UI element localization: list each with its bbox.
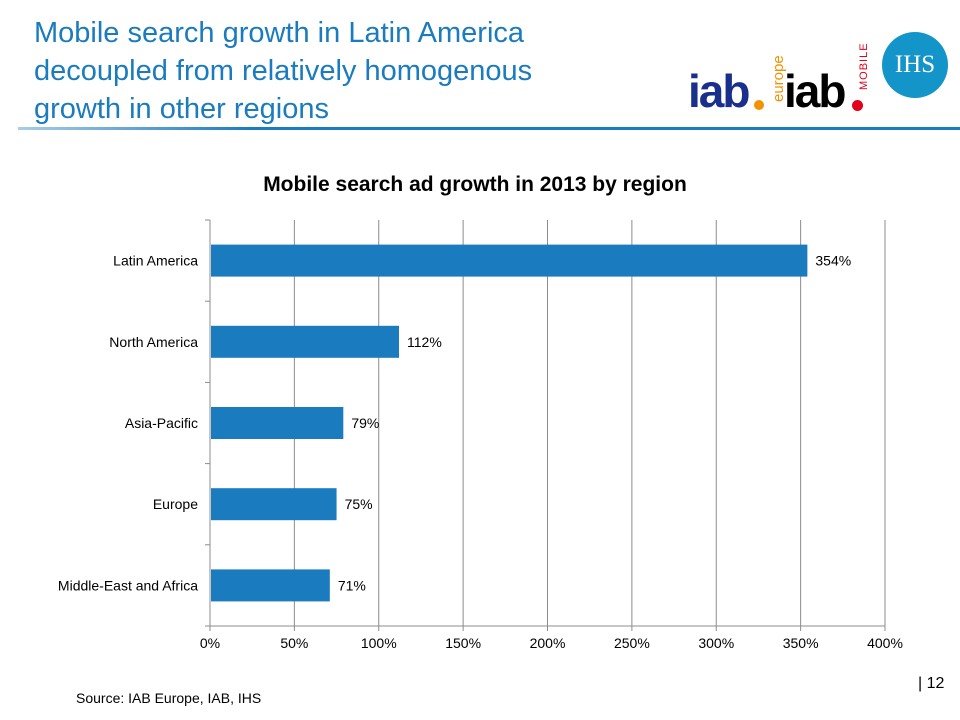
title-line-1: Mobile search growth in Latin America <box>34 17 525 49</box>
data-label: 79% <box>351 415 379 431</box>
category-label: Asia-Pacific <box>125 415 198 431</box>
x-tick-label: 100% <box>361 635 397 651</box>
data-label: 112% <box>407 334 442 350</box>
axes <box>205 219 886 631</box>
bar <box>211 407 344 439</box>
data-label: 354% <box>815 253 851 269</box>
x-tick-label: 0% <box>200 635 220 651</box>
gridlines <box>293 220 886 626</box>
x-tick-label: 250% <box>614 635 650 651</box>
x-tick-label: 150% <box>445 635 481 651</box>
x-tick-label: 400% <box>867 635 903 651</box>
category-label: Europe <box>153 496 198 512</box>
iab-europe-logo: iab <box>688 65 750 117</box>
bar <box>211 244 808 277</box>
title-divider <box>18 127 960 130</box>
iab-mobile-dot <box>852 100 863 111</box>
x-tick-label: 300% <box>698 635 734 651</box>
bar <box>211 488 337 521</box>
slide-title: Mobile search growth in Latin America de… <box>34 14 654 128</box>
data-label: 71% <box>338 577 366 593</box>
logo-group: iab europe iab MOBILE IHS <box>686 30 956 117</box>
source-note: Source: IAB Europe, IAB, IHS <box>76 690 262 706</box>
title-line-3: growth in other regions <box>34 93 329 125</box>
iab-europe-dot <box>754 100 764 110</box>
bar <box>211 325 399 358</box>
labels: 0% 50% 100% 150% 200% 250% 300% 350% 400% Latin A… <box>58 253 903 651</box>
x-tick-label: 50% <box>280 635 308 651</box>
category-label: North America <box>109 334 198 350</box>
page-number: | 12 <box>918 675 945 692</box>
data-label: 75% <box>345 496 373 512</box>
iab-mobile-logo: iab <box>784 65 846 117</box>
title-line-2: decoupled from relatively homogenous <box>34 55 533 87</box>
chart-title: Mobile search ad growth in 2013 by regio… <box>263 173 687 196</box>
x-tick-label: 350% <box>783 635 819 651</box>
bar <box>211 569 330 602</box>
x-tick-label: 200% <box>530 635 566 651</box>
category-label: Latin America <box>113 253 198 269</box>
ihs-logo: IHS <box>882 32 948 98</box>
category-label: Middle-East and Africa <box>58 577 198 593</box>
bars <box>211 244 808 602</box>
